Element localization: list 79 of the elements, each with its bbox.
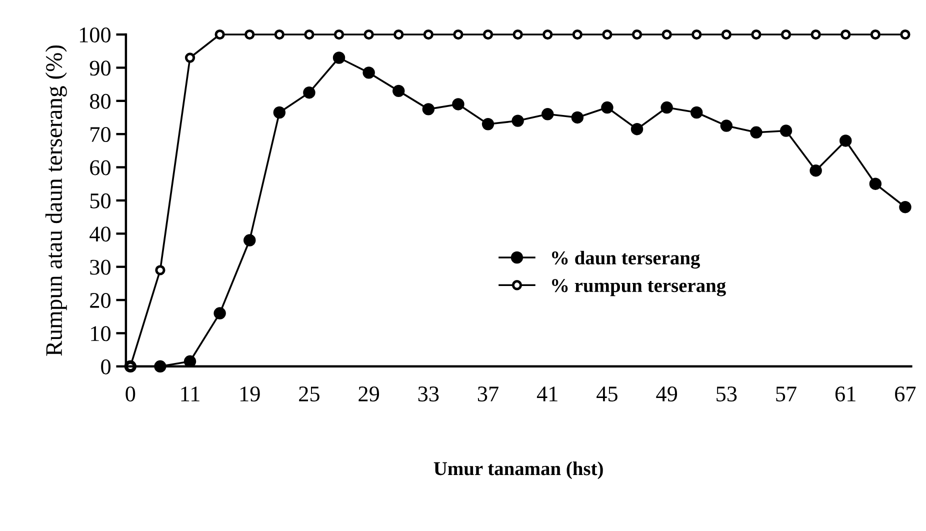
point <box>214 29 225 40</box>
x-tick-label: 61 <box>835 386 856 402</box>
point <box>184 52 196 63</box>
x-tick-label: 19 <box>240 386 260 402</box>
point <box>482 29 494 40</box>
point <box>840 134 852 147</box>
point <box>572 29 582 40</box>
point <box>810 164 822 177</box>
point <box>662 29 672 40</box>
point <box>364 29 374 40</box>
point <box>392 84 405 98</box>
point <box>900 29 910 40</box>
x-axis-title: Umur tanaman (hst) <box>434 462 603 480</box>
x-tick-label: 11 <box>181 386 200 402</box>
point <box>542 108 554 120</box>
y-tick-label: 20 <box>90 292 111 308</box>
point <box>243 234 256 246</box>
y-axis-title: Rumpun atau daun terserang (%) <box>45 45 67 356</box>
y-tick-label: 90 <box>90 60 111 76</box>
point <box>332 52 346 64</box>
y-tick-label: 60 <box>90 160 111 176</box>
x-tick-label: 0 <box>126 386 136 402</box>
point <box>601 101 614 114</box>
y-tick-label: 50 <box>90 193 111 208</box>
point <box>602 29 612 40</box>
x-tick-label: 29 <box>358 386 380 402</box>
point <box>273 106 286 119</box>
y-tick-label: 70 <box>90 127 111 142</box>
x-tick-label: 67 <box>895 386 916 402</box>
y-tick-label: 0 <box>101 359 111 374</box>
point <box>512 114 524 127</box>
point <box>720 120 733 132</box>
point <box>303 86 316 99</box>
x-tick-label: 57 <box>776 386 796 402</box>
y-tick-label: 30 <box>90 260 111 275</box>
point <box>721 29 732 40</box>
point <box>274 29 284 40</box>
point <box>870 29 880 40</box>
point <box>751 29 762 40</box>
point <box>869 178 882 190</box>
point <box>155 265 166 276</box>
point <box>692 29 702 40</box>
point <box>362 66 375 79</box>
point <box>422 103 435 116</box>
point <box>660 101 673 114</box>
y-tick-label: 40 <box>90 226 111 242</box>
point <box>690 106 703 119</box>
x-tick-label: 45 <box>596 386 618 402</box>
point <box>810 29 821 40</box>
y-tick-label: 100 <box>80 27 111 42</box>
point <box>244 29 255 40</box>
y-tick-label: 80 <box>90 94 111 109</box>
point <box>780 29 792 40</box>
legend-label: % rumpun terserang <box>552 279 726 296</box>
x-tick-label: 37 <box>478 386 498 402</box>
x-tick-label: 25 <box>299 386 320 402</box>
point <box>452 98 464 110</box>
point <box>750 126 762 139</box>
point <box>304 29 314 40</box>
point <box>542 29 553 40</box>
legend-label: % daun terserang <box>552 250 700 269</box>
point <box>632 29 642 40</box>
point <box>899 200 912 214</box>
point <box>214 307 226 320</box>
x-tick-label: 49 <box>656 386 678 402</box>
point <box>630 122 644 136</box>
point <box>512 29 523 40</box>
point <box>453 29 464 40</box>
point <box>780 124 792 137</box>
x-tick-label: 53 <box>716 386 737 402</box>
point <box>423 29 434 40</box>
point <box>840 29 851 40</box>
y-tick-label: 10 <box>91 326 111 342</box>
x-tick-label: 33 <box>418 386 439 402</box>
point <box>571 111 584 124</box>
point <box>482 118 494 130</box>
x-tick-label: 41 <box>536 386 558 402</box>
point <box>334 29 344 40</box>
point <box>394 29 404 40</box>
